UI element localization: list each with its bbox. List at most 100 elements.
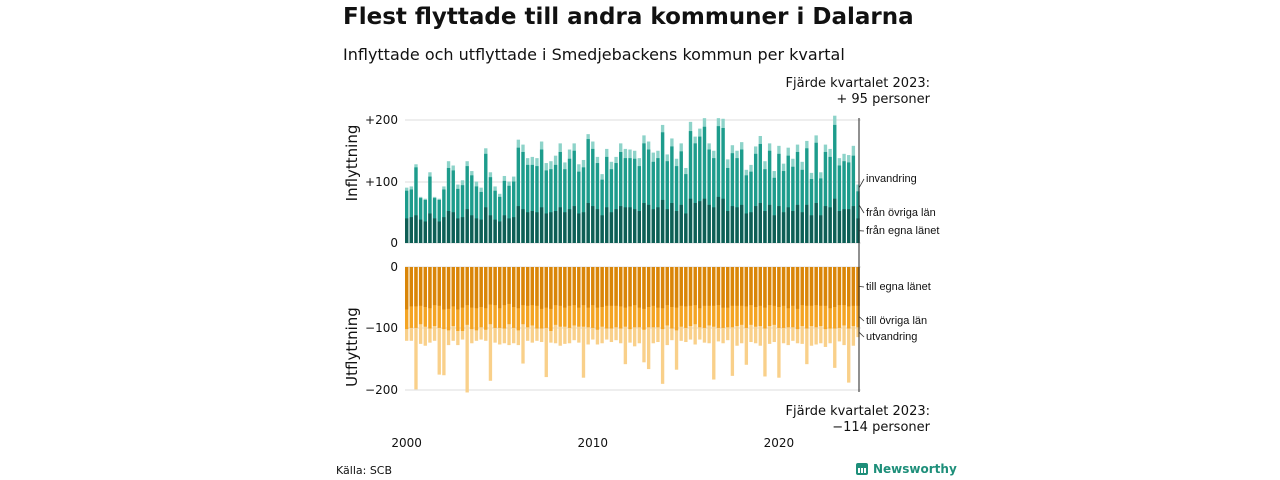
bar-inflow-own-county: [656, 207, 660, 243]
bar-inflow-other-county: [595, 163, 600, 243]
bar-inflow-own-county: [828, 207, 832, 243]
bar-inflow-own-county: [688, 198, 693, 243]
bar-inflow-other-county: [512, 181, 516, 243]
bar-inflow-other-county: [753, 153, 758, 243]
bar-inflow-own-county: [809, 215, 814, 243]
segment-label-connector: [858, 316, 865, 322]
bar-inflow-own-county: [418, 219, 423, 243]
bar-inflow-own-county: [595, 209, 600, 243]
bar-outflow-own-county: [702, 267, 707, 306]
bar-outflow-own-county: [442, 267, 446, 310]
bar-inflow-own-county: [740, 204, 744, 243]
bar-inflow-other-county: [712, 158, 716, 243]
bar-inflow-other-county: [460, 185, 465, 243]
bar-outflow-own-county: [809, 267, 814, 306]
bar-outflow-own-county: [837, 267, 842, 306]
bar-outflow-own-county: [842, 267, 846, 306]
bar-inflow-other-county: [558, 151, 562, 243]
bar-inflow-other-county: [665, 161, 669, 243]
bar-inflow-own-county: [800, 212, 804, 243]
bar-inflow-own-county: [856, 218, 860, 243]
y-axis-label-outflow: Utflyttning: [343, 307, 361, 387]
bar-inflow-own-county: [651, 209, 655, 243]
bar-outflow-own-county: [577, 267, 581, 308]
y-tick-inflow: +100: [365, 175, 398, 189]
bar-outflow-own-county: [609, 267, 614, 306]
bar-inflow-other-county: [563, 169, 567, 243]
bar-inflow-other-county: [856, 191, 860, 243]
bar-inflow-other-county: [828, 156, 832, 243]
segment-label-outflow: till egna länet: [866, 281, 931, 293]
bar-inflow-other-county: [674, 166, 679, 243]
bar-outflow-own-county: [502, 267, 507, 306]
bar-inflow-own-county: [763, 211, 767, 243]
top-note-line1: Fjärde kvartalet 2023:: [785, 76, 930, 91]
bar-inflow-other-county: [786, 155, 790, 243]
bar-outflow-own-county: [786, 267, 790, 309]
bar-outflow-own-county: [707, 267, 711, 306]
bar-inflow-other-county: [442, 189, 446, 243]
bar-outflow-own-county: [525, 267, 530, 306]
bar-inflow-other-county: [470, 175, 474, 243]
bar-inflow-own-county: [446, 211, 451, 243]
bar-inflow-own-county: [842, 209, 846, 243]
bar-inflow-other-county: [619, 151, 623, 243]
bar-outflow-own-county: [823, 267, 828, 306]
bar-inflow-other-county: [525, 164, 530, 243]
bar-outflow-own-county: [684, 267, 688, 307]
y-tick-outflow: −200: [365, 383, 398, 397]
top-note: Fjärde kvartalet 2023: + 95 personer: [786, 76, 930, 108]
bar-inflow-own-county: [670, 203, 674, 243]
bar-inflow-own-county: [553, 211, 558, 243]
bar-outflow-own-county: [623, 267, 628, 308]
bar-inflow-own-county: [772, 215, 776, 243]
bar-outflow-own-county: [405, 267, 409, 310]
newsworthy-logo[interactable]: Newsworthy: [856, 462, 957, 476]
bar-outflow-own-county: [646, 267, 651, 307]
bar-inflow-other-county: [600, 179, 604, 243]
bar-outflow-own-county: [744, 267, 749, 307]
bar-inflow-other-county: [414, 167, 418, 243]
segment-label-outflow: till övriga län: [866, 315, 927, 327]
bar-inflow-own-county: [442, 217, 446, 243]
bar-inflow-own-county: [758, 203, 762, 243]
bar-outflow-own-county: [698, 267, 702, 309]
bar-outflow-own-county: [777, 267, 781, 307]
bar-outflow-own-county: [763, 267, 767, 308]
bar-inflow-other-county: [735, 158, 739, 243]
bar-inflow-other-county: [493, 190, 497, 243]
bar-outflow-own-county: [460, 267, 465, 308]
y-tick-outflow: −100: [365, 321, 398, 335]
bar-outflow-own-county: [730, 267, 735, 306]
newsworthy-logo-icon: [856, 463, 868, 475]
bar-outflow-own-county: [670, 267, 674, 307]
bar-inflow-own-county: [456, 218, 460, 243]
segment-label-connector: [858, 204, 865, 214]
bar-outflow-own-county: [781, 267, 786, 306]
bar-outflow-own-county: [512, 267, 516, 307]
bar-outflow-own-county: [484, 267, 488, 309]
bar-inflow-own-county: [702, 198, 707, 243]
bar-inflow-other-county: [651, 161, 655, 243]
bar-inflow-other-county: [456, 188, 460, 243]
bar-inflow-own-county: [665, 209, 669, 243]
bar-inflow-own-county: [581, 212, 586, 243]
segment-label-connector: [858, 178, 865, 189]
bar-inflow-other-county: [605, 156, 609, 243]
bar-inflow-other-county: [730, 153, 735, 243]
bar-inflow-other-county: [833, 124, 837, 243]
bar-inflow-other-county: [521, 151, 525, 243]
bar-inflow-other-county: [847, 162, 851, 243]
bar-outflow-own-county: [563, 267, 567, 308]
bar-inflow-other-county: [516, 147, 521, 243]
bar-inflow-own-county: [767, 204, 772, 243]
bar-inflow-other-county: [535, 166, 539, 243]
bar-outflow-own-county: [674, 267, 679, 308]
bar-inflow-own-county: [749, 212, 753, 243]
bar-inflow-other-county: [716, 126, 721, 243]
bar-inflow-other-county: [749, 171, 753, 243]
bar-inflow-own-county: [600, 215, 604, 243]
bar-inflow-own-county: [484, 207, 488, 243]
bar-inflow-other-county: [800, 169, 804, 243]
bar-outflow-own-county: [465, 267, 469, 306]
